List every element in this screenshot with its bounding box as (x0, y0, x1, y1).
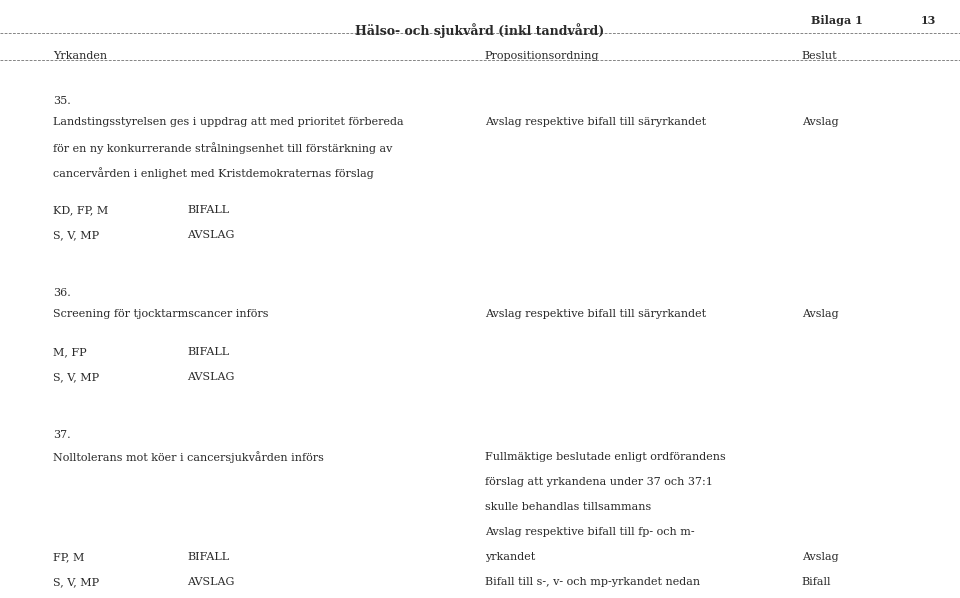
Text: Landstingsstyrelsen ges i uppdrag att med prioritet förbereda: Landstingsstyrelsen ges i uppdrag att me… (53, 117, 403, 127)
Text: Yrkanden: Yrkanden (53, 51, 107, 61)
Text: Avslag: Avslag (802, 552, 838, 562)
Text: Avslag respektive bifall till säryrkandet: Avslag respektive bifall till säryrkande… (485, 117, 706, 127)
Text: S, V, MP: S, V, MP (53, 372, 99, 382)
Text: FP, M: FP, M (53, 552, 84, 562)
Text: Avslag respektive bifall till fp- och m-: Avslag respektive bifall till fp- och m- (485, 527, 694, 537)
Text: cancervården i enlighet med Kristdemokraternas förslag: cancervården i enlighet med Kristdemokra… (53, 167, 373, 179)
Text: förslag att yrkandena under 37 och 37:1: förslag att yrkandena under 37 och 37:1 (485, 477, 712, 487)
Text: S, V, MP: S, V, MP (53, 577, 99, 587)
Text: 37.: 37. (53, 430, 70, 440)
Text: 35.: 35. (53, 96, 70, 106)
Text: KD, FP, M: KD, FP, M (53, 205, 108, 215)
Text: Bifall till s-, v- och mp-yrkandet nedan: Bifall till s-, v- och mp-yrkandet nedan (485, 577, 700, 587)
Text: Avslag respektive bifall till säryrkandet: Avslag respektive bifall till säryrkande… (485, 309, 706, 319)
Text: AVSLAG: AVSLAG (187, 230, 234, 240)
Text: BIFALL: BIFALL (187, 347, 229, 357)
Text: Nolltolerans mot köer i cancersjukvården införs: Nolltolerans mot köer i cancersjukvården… (53, 451, 324, 463)
Text: Screening för tjocktarmscancer införs: Screening för tjocktarmscancer införs (53, 309, 268, 319)
Text: Bilaga 1: Bilaga 1 (811, 15, 863, 26)
Text: AVSLAG: AVSLAG (187, 577, 234, 587)
Text: Fullmäktige beslutade enligt ordförandens: Fullmäktige beslutade enligt ordföranden… (485, 451, 726, 462)
Text: skulle behandlas tillsammans: skulle behandlas tillsammans (485, 502, 651, 512)
Text: yrkandet: yrkandet (485, 552, 535, 562)
Text: Hälso- och sjukvård (inkl tandvård): Hälso- och sjukvård (inkl tandvård) (355, 23, 605, 38)
Text: Propositionsordning: Propositionsordning (485, 51, 599, 61)
Text: Avslag: Avslag (802, 117, 838, 127)
Text: BIFALL: BIFALL (187, 205, 229, 215)
Text: Bifall: Bifall (802, 577, 831, 587)
Text: 36.: 36. (53, 288, 70, 298)
Text: M, FP: M, FP (53, 347, 86, 357)
Text: AVSLAG: AVSLAG (187, 372, 234, 382)
Text: S, V, MP: S, V, MP (53, 230, 99, 240)
Text: BIFALL: BIFALL (187, 552, 229, 562)
Text: 13: 13 (921, 15, 936, 26)
Text: Beslut: Beslut (802, 51, 837, 61)
Text: för en ny konkurrerande strålningsenhet till förstärkning av: för en ny konkurrerande strålningsenhet … (53, 142, 393, 154)
Text: Avslag: Avslag (802, 309, 838, 319)
